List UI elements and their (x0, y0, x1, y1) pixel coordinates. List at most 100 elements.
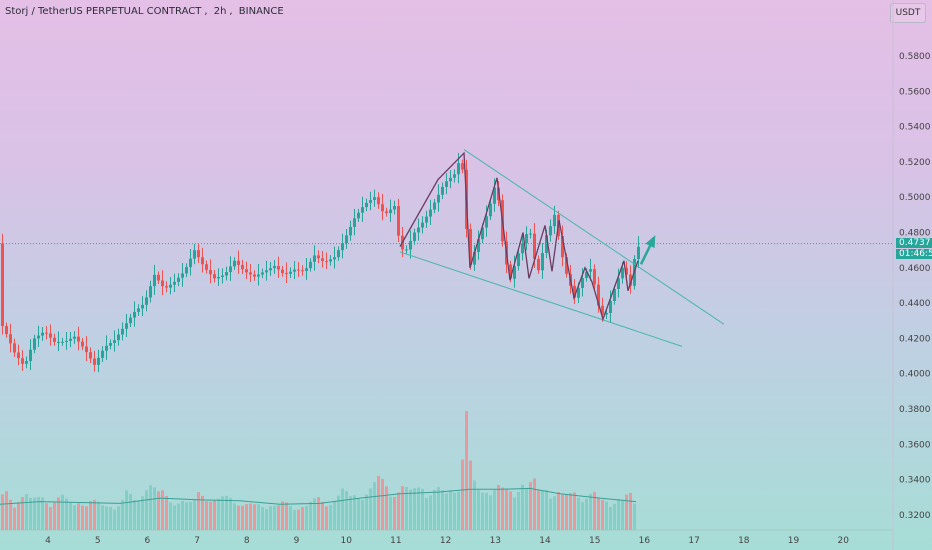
volume-bar (441, 489, 444, 530)
candle-body (305, 268, 308, 271)
volume-bar (17, 502, 20, 530)
volume-bar (625, 494, 628, 530)
candle-body (425, 216, 428, 223)
volume-ma-line (0, 487, 637, 505)
candle-body (337, 250, 340, 258)
candle-body (213, 274, 216, 279)
volume-bar (465, 411, 468, 530)
y-tick-label: 0.3200 (899, 511, 931, 521)
x-tick-label: 5 (95, 536, 101, 546)
volume-bar (601, 499, 604, 530)
candle-body (273, 266, 276, 269)
volume-bar (289, 506, 292, 530)
volume-bar (597, 497, 600, 530)
volume-bar (565, 493, 568, 530)
volume-bar (369, 488, 372, 530)
candle-body (493, 187, 496, 204)
candle-body (445, 181, 448, 187)
lower-trendline (399, 251, 683, 347)
candle-body (325, 261, 328, 263)
candle-body (153, 274, 156, 287)
volume-bar (365, 494, 368, 530)
volume-bar (481, 492, 484, 530)
volume-bar (301, 507, 304, 530)
volume-bar (541, 490, 544, 530)
candle-body (637, 246, 640, 259)
candle-body (525, 234, 528, 244)
candle-body (441, 186, 444, 195)
x-tick-label: 10 (340, 536, 352, 546)
candle-body (173, 281, 176, 285)
volume-bar (69, 502, 72, 530)
volume-bar (85, 506, 88, 530)
candle-body (81, 341, 84, 347)
volume-bar (385, 486, 388, 530)
volume-bar (561, 494, 564, 530)
volume-bar (165, 495, 168, 530)
candle-body (141, 304, 144, 309)
volume-bar (621, 499, 624, 530)
volume-bar (217, 498, 220, 530)
y-tick-label: 0.5400 (899, 123, 931, 133)
x-tick-label: 12 (440, 536, 451, 546)
volume-bar (445, 493, 448, 530)
y-tick-label: 0.4000 (899, 370, 931, 380)
volume-bar (273, 505, 276, 530)
volume-bar (549, 498, 552, 530)
volume-bar (353, 495, 356, 530)
currency-button[interactable]: USDT (890, 3, 926, 23)
volume-bar (53, 502, 56, 530)
candle-body (409, 240, 412, 250)
candle-body (69, 338, 72, 341)
candle-body (285, 273, 288, 275)
candle-body (393, 206, 396, 210)
volume-bar (525, 488, 528, 530)
x-tick-label: 15 (589, 536, 600, 546)
candle-body (277, 266, 280, 270)
volume-bar (129, 493, 132, 530)
candle-body (193, 250, 196, 259)
x-tick-label: 4 (45, 536, 51, 546)
candle-body (581, 278, 584, 288)
candle-body (597, 284, 600, 306)
volume-bar (345, 491, 348, 530)
volume-bar (581, 501, 584, 530)
x-tick-label: 9 (294, 536, 300, 546)
volume-bar (497, 484, 500, 530)
candle-body (605, 312, 608, 315)
volume-bar (173, 505, 176, 530)
volume-bar (109, 506, 112, 530)
volume-bar (97, 501, 100, 530)
candle-body (25, 360, 28, 364)
candle-body (421, 222, 424, 228)
x-tick-label: 8 (244, 536, 250, 546)
candle-body (329, 259, 332, 262)
volume-bar (145, 490, 148, 530)
x-tick-label: 13 (490, 536, 501, 546)
volume-bar (609, 506, 612, 530)
candle-body (225, 272, 228, 276)
volume-bar (105, 506, 108, 530)
volume-bar (425, 497, 428, 530)
volume-bar (537, 489, 540, 530)
candle-body (109, 342, 112, 346)
candle-body (21, 358, 24, 364)
volume-bar (161, 490, 164, 530)
candle-body (617, 278, 620, 289)
candle-body (577, 287, 580, 298)
volume-bar (125, 490, 128, 530)
volume-bar (101, 505, 104, 530)
candle-body (177, 277, 180, 282)
candle-body (101, 350, 104, 358)
candle-body (9, 334, 12, 344)
x-tick-label: 6 (145, 536, 151, 546)
y-tick-label: 0.3800 (899, 405, 931, 415)
candle-body (145, 297, 148, 305)
volume-bar (153, 487, 156, 530)
volume-bar (281, 501, 284, 530)
candle-body (381, 204, 384, 212)
volume-bar (453, 492, 456, 530)
y-tick-label: 0.5000 (899, 193, 931, 203)
volume-bar (49, 506, 52, 530)
